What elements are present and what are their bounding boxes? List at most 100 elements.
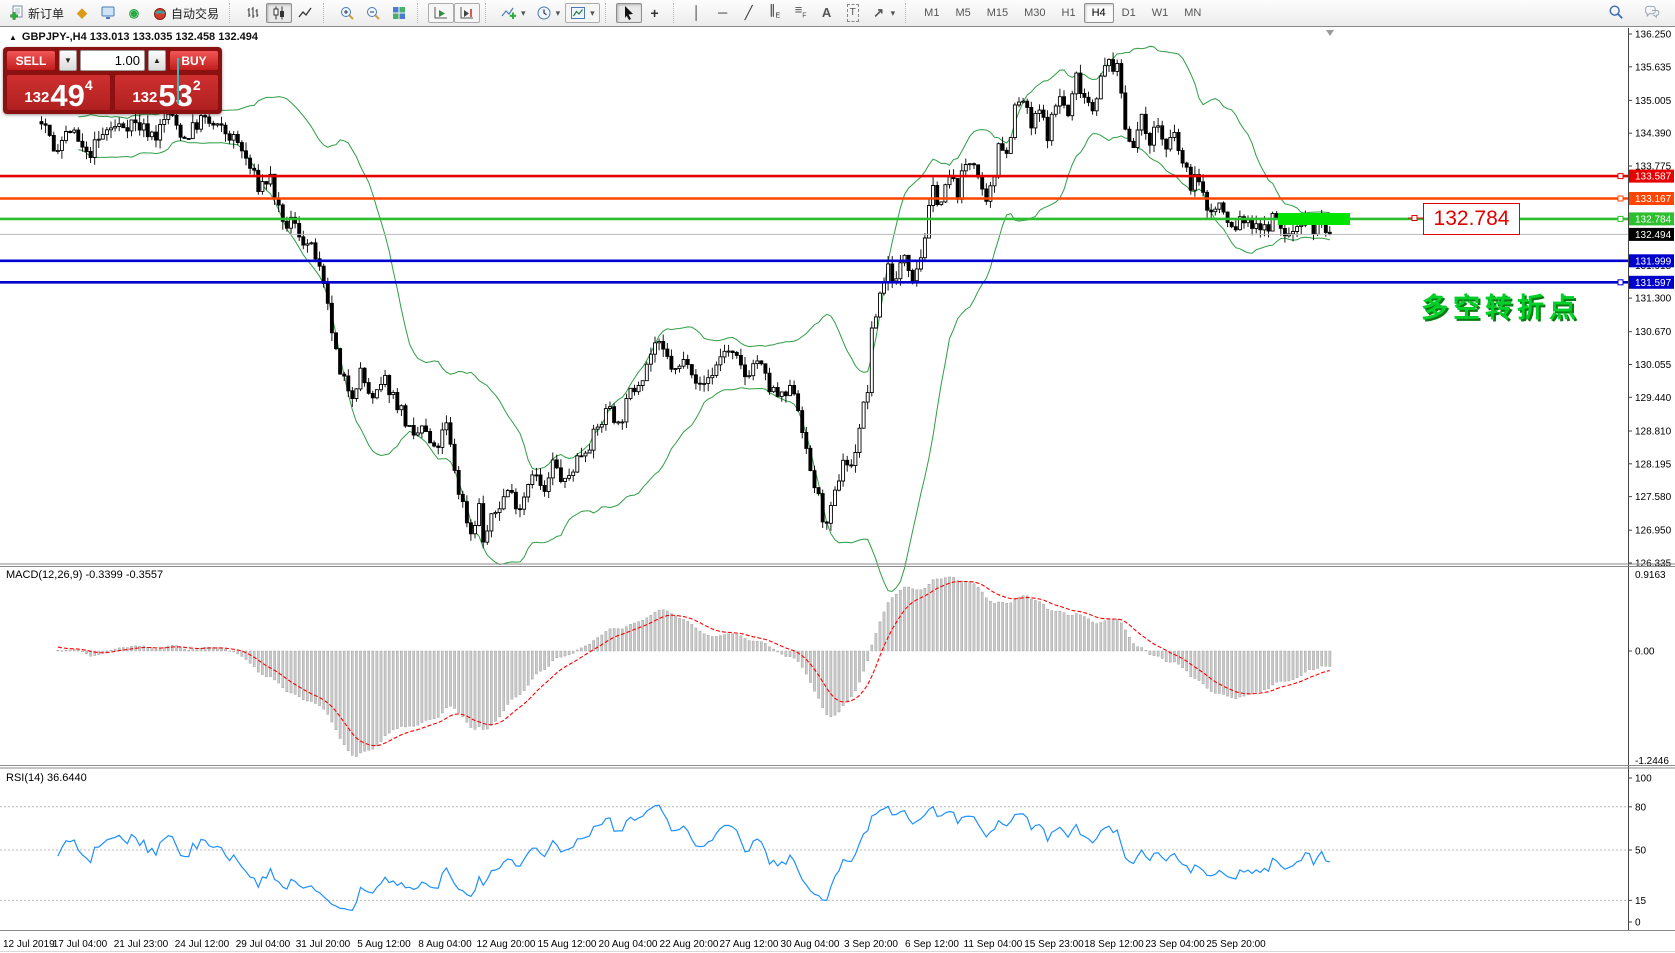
volume-increase-button[interactable]: ▲ — [148, 50, 166, 71]
auto-scroll-icon — [433, 5, 449, 21]
bear-candles — [39, 59, 1332, 543]
buy-price-box[interactable]: 132 53 2 — [114, 74, 219, 111]
toolbar-separator — [417, 3, 425, 23]
annotation-text[interactable]: 多空转折点 — [1421, 293, 1581, 323]
styles-button[interactable]: ◆ — [69, 3, 95, 23]
buy-price-figure: 132 — [132, 89, 158, 106]
timeframe-mn[interactable]: MN — [1184, 7, 1202, 19]
price-tick-label: 134.390 — [1635, 129, 1672, 140]
templates-button[interactable]: ▾ — [565, 3, 600, 23]
text-tool-button[interactable]: A — [814, 3, 840, 23]
buy-button[interactable]: BUY — [169, 50, 219, 71]
macd-label: MACD(12,26,9) -0.3399 -0.3557 — [6, 569, 163, 581]
highlight-rectangle[interactable] — [1278, 213, 1350, 225]
bar-chart-mode-button[interactable] — [240, 3, 266, 23]
timeframe-w1[interactable]: W1 — [1151, 7, 1169, 19]
clock-icon — [536, 5, 552, 21]
time-label: 23 Sep 04:00 — [1145, 939, 1205, 950]
price-tag-label: 132.494 — [1635, 230, 1672, 241]
chevron-down-icon[interactable]: ▾ — [590, 7, 595, 18]
line-chart-icon — [297, 5, 313, 21]
timeframe-m30[interactable]: M30 — [1024, 7, 1046, 19]
sell-price-box[interactable]: 132 49 4 — [6, 74, 111, 111]
time-label: 11 Sep 04:00 — [964, 939, 1023, 950]
fibonacci-tool-button[interactable]: ≡F — [788, 2, 814, 23]
chart-shift-marker[interactable] — [1326, 30, 1334, 36]
price-tick-label: 127.580 — [1635, 492, 1672, 503]
toolbar-separator — [672, 3, 681, 23]
equidistant-channel-tool-button[interactable]: ∥E — [762, 2, 788, 23]
line-handle[interactable] — [1617, 195, 1624, 202]
timeframe-m5[interactable]: M5 — [955, 7, 971, 19]
text-label-icon: T — [845, 4, 861, 22]
text-label-tool-button[interactable]: T — [840, 3, 866, 23]
line-chart-mode-button[interactable] — [292, 3, 318, 23]
signals-button[interactable]: ◉ — [121, 3, 147, 23]
price-callout[interactable]: 132.784 — [1423, 203, 1520, 235]
timeframe-m1[interactable]: M1 — [924, 7, 940, 19]
timeframe-m15[interactable]: M15 — [986, 7, 1009, 19]
line-handle[interactable] — [1617, 215, 1624, 222]
time-label: 5 Aug 12:00 — [357, 939, 411, 950]
buy-price-point: 2 — [192, 77, 201, 93]
time-label: 25 Sep 20:00 — [1206, 939, 1266, 950]
collapse-arrow-icon[interactable]: ▲ — [9, 32, 17, 42]
chevron-down-icon[interactable]: ▾ — [890, 7, 896, 18]
crosshair-button[interactable]: + — [642, 3, 668, 23]
text-icon: A — [821, 5, 832, 20]
auto-scroll-button[interactable] — [428, 3, 455, 23]
chart-shift-button[interactable] — [454, 3, 481, 23]
price-tag — [1629, 169, 1674, 183]
zoom-in-button[interactable] — [334, 3, 360, 23]
new-order-label: 新订单 — [28, 6, 65, 21]
time-label: 12 Aug 20:00 — [477, 939, 536, 950]
volume-decrease-button[interactable]: ▼ — [59, 50, 77, 71]
trendline-icon: ╱ — [744, 5, 753, 20]
chevron-down-icon[interactable]: ▾ — [521, 7, 526, 18]
timeframe-d1[interactable]: D1 — [1121, 7, 1136, 19]
line-handle[interactable] — [1617, 279, 1624, 286]
sell-button[interactable]: SELL — [6, 50, 56, 71]
chat-button[interactable] — [1639, 2, 1665, 22]
callout-handle[interactable] — [1411, 215, 1418, 221]
line-handle[interactable] — [1617, 173, 1624, 180]
horizontal-line-tool-button[interactable]: ─ — [710, 3, 736, 23]
auto-trading-button[interactable]: 自动交易 — [147, 3, 224, 23]
sell-price-point: 4 — [84, 77, 93, 93]
periods-button[interactable]: ▾ — [531, 3, 566, 23]
vertical-line-artifact — [177, 58, 179, 104]
toolbar-group-6: │ ─ ╱ ∥E ≡F A T ↗ ▾ — [684, 1, 901, 25]
price-tag-label: 133.587 — [1635, 172, 1672, 183]
arrows-tool-button[interactable]: ↗ ▾ — [866, 3, 901, 23]
trendline-tool-button[interactable]: ╱ — [736, 3, 762, 23]
new-order-button[interactable]: 新订单 — [4, 3, 69, 23]
zoom-out-button[interactable] — [360, 3, 386, 23]
timeframe-h1[interactable]: H1 — [1061, 7, 1076, 19]
rsi-scale-label: 100 — [1635, 774, 1652, 785]
rsi-label: RSI(14) 36.6440 — [6, 772, 87, 784]
time-label: 12 Jul 2019 — [3, 939, 55, 950]
macd-signal-line — [57, 580, 1330, 747]
cursor-button[interactable] — [615, 3, 642, 23]
price-tick-label: 133.775 — [1635, 162, 1672, 173]
timeframe-h4[interactable]: H4 — [1083, 3, 1114, 23]
symbol-info: ▲ GBPJPY-,H4 133.013 133.035 132.458 132… — [9, 31, 258, 43]
tile-windows-button[interactable] — [386, 3, 412, 23]
vline-icon: │ — [692, 5, 701, 20]
indicators-button[interactable]: ▾ — [496, 3, 531, 23]
timeframe-group: M1 M5 M15 M30 H1 H4 D1 W1 MN — [916, 1, 1209, 25]
market-watch-button[interactable] — [95, 3, 121, 23]
time-label: 20 Aug 04:00 — [599, 939, 658, 950]
rsi-scale-label: 15 — [1635, 896, 1647, 907]
chevron-down-icon[interactable]: ▾ — [555, 7, 561, 18]
candlestick-mode-button[interactable] — [266, 3, 293, 23]
trade-panel-controls: SELL ▼ ▲ BUY — [6, 50, 219, 71]
bollinger-upper-band — [78, 45, 1330, 471]
price-tag-label: 133.167 — [1635, 194, 1672, 205]
search-button[interactable] — [1603, 2, 1629, 22]
vertical-line-tool-button[interactable]: │ — [684, 3, 710, 23]
bar-chart-icon — [245, 5, 261, 21]
volume-input[interactable] — [80, 50, 145, 71]
